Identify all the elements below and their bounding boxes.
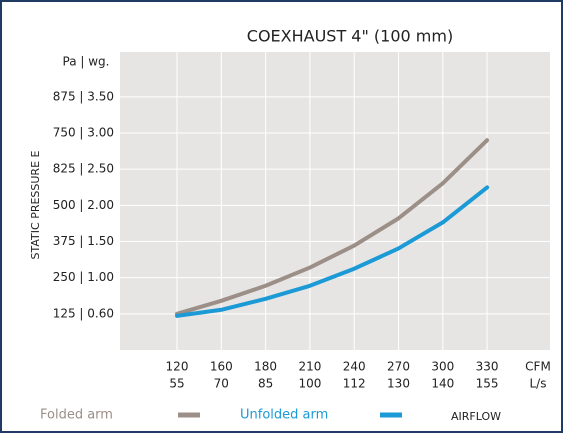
x-tick-label-2: 85 bbox=[258, 377, 273, 391]
y-tick-label: 750 | 3.00 bbox=[53, 126, 114, 140]
legend-label: Unfolded arm bbox=[240, 408, 328, 423]
x-tick-label: 210 bbox=[298, 360, 321, 374]
plot-area bbox=[120, 52, 550, 350]
x-axis-label: AIRFLOW bbox=[451, 410, 501, 423]
x-unit-2: L/s bbox=[530, 377, 547, 391]
series-line bbox=[175, 138, 490, 316]
x-tick-label: 120 bbox=[166, 360, 189, 374]
x-tick-label: 160 bbox=[210, 360, 233, 374]
x-tick-label-2: 140 bbox=[431, 377, 454, 391]
y-tick-label: 375 | 1.50 bbox=[53, 234, 114, 248]
y-tick-label: 875 | 3.50 bbox=[53, 89, 114, 103]
x-tick-label: 270 bbox=[387, 360, 410, 374]
y-tick-label: 825 | 2.50 bbox=[53, 162, 114, 176]
y-axis-label: STATIC PRESSURE E bbox=[29, 150, 42, 259]
x-tick-label-2: 55 bbox=[169, 377, 184, 391]
x-tick-label: 330 bbox=[476, 360, 499, 374]
y-header: Pa | wg. bbox=[63, 55, 110, 69]
y-tick-label: 500 | 2.00 bbox=[53, 198, 114, 212]
x-unit: CFM bbox=[525, 360, 551, 374]
legend-label: Folded arm bbox=[40, 408, 113, 423]
series-line bbox=[175, 185, 490, 318]
x-tick-label-2: 112 bbox=[343, 377, 366, 391]
chart-title: COEXHAUST 4" (100 mm) bbox=[247, 27, 453, 46]
x-tick-label: 300 bbox=[431, 360, 454, 374]
x-tick-label: 180 bbox=[254, 360, 277, 374]
x-tick-label-2: 155 bbox=[476, 377, 499, 391]
x-tick-label-2: 100 bbox=[298, 377, 321, 391]
y-tick-label: 125 | 0.60 bbox=[53, 306, 114, 320]
x-tick-label-2: 130 bbox=[387, 377, 410, 391]
y-tick-label: 250 | 1.00 bbox=[53, 270, 114, 284]
x-tick-label: 240 bbox=[343, 360, 366, 374]
x-tick-label-2: 70 bbox=[214, 377, 229, 391]
